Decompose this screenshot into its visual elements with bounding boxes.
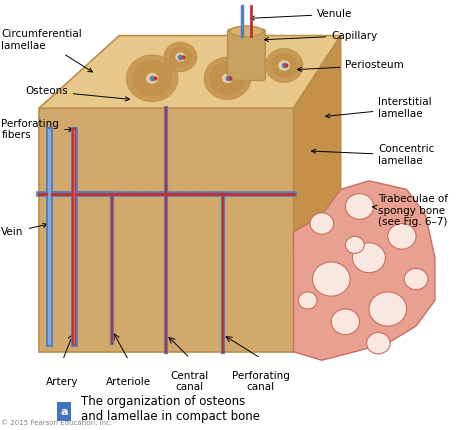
Circle shape bbox=[146, 72, 159, 84]
Circle shape bbox=[331, 309, 359, 335]
Text: Concentric
lamellae: Concentric lamellae bbox=[311, 144, 435, 166]
Circle shape bbox=[346, 194, 374, 219]
Circle shape bbox=[170, 47, 191, 67]
Text: Vein: Vein bbox=[1, 223, 47, 237]
FancyBboxPatch shape bbox=[228, 29, 265, 80]
Circle shape bbox=[310, 213, 334, 234]
Circle shape bbox=[369, 292, 407, 326]
Circle shape bbox=[222, 73, 234, 83]
Text: a: a bbox=[60, 406, 68, 417]
Circle shape bbox=[139, 67, 165, 90]
Text: Perforating
canal: Perforating canal bbox=[232, 371, 290, 393]
Text: Capillary: Capillary bbox=[264, 31, 377, 42]
Circle shape bbox=[216, 68, 239, 89]
Circle shape bbox=[298, 292, 317, 309]
Text: Osteons: Osteons bbox=[25, 86, 129, 101]
Circle shape bbox=[366, 332, 390, 354]
Polygon shape bbox=[39, 36, 341, 108]
Circle shape bbox=[278, 60, 291, 71]
Circle shape bbox=[346, 237, 364, 253]
Circle shape bbox=[265, 49, 303, 83]
FancyBboxPatch shape bbox=[57, 402, 71, 421]
Circle shape bbox=[388, 224, 416, 249]
Text: © 2015 Pearson Education, Inc.: © 2015 Pearson Education, Inc. bbox=[1, 420, 113, 427]
Circle shape bbox=[175, 52, 186, 62]
Text: Circumferential
lamellae: Circumferential lamellae bbox=[1, 29, 92, 72]
Circle shape bbox=[126, 55, 178, 102]
Text: Venule: Venule bbox=[250, 9, 353, 20]
Text: Trabeculae of
spongy bone
(see Fig. 6–7): Trabeculae of spongy bone (see Fig. 6–7) bbox=[373, 194, 448, 227]
Polygon shape bbox=[293, 36, 341, 249]
Circle shape bbox=[164, 42, 197, 72]
Text: Arteriole: Arteriole bbox=[106, 377, 151, 387]
Circle shape bbox=[133, 61, 172, 96]
Polygon shape bbox=[293, 181, 435, 360]
Circle shape bbox=[210, 62, 245, 94]
Text: Artery: Artery bbox=[46, 377, 79, 387]
Text: Perforating
fibers: Perforating fibers bbox=[1, 119, 73, 140]
Circle shape bbox=[312, 262, 350, 296]
Ellipse shape bbox=[230, 26, 263, 37]
Text: Periosteum: Periosteum bbox=[297, 61, 404, 71]
Circle shape bbox=[272, 54, 297, 77]
Polygon shape bbox=[39, 108, 293, 352]
Text: The organization of osteons
and lamellae in compact bone: The organization of osteons and lamellae… bbox=[82, 396, 261, 424]
Circle shape bbox=[204, 57, 251, 100]
Text: Central
canal: Central canal bbox=[171, 371, 209, 393]
Circle shape bbox=[353, 243, 385, 273]
Text: Interstitial
lamellae: Interstitial lamellae bbox=[326, 97, 432, 119]
Circle shape bbox=[404, 268, 428, 290]
